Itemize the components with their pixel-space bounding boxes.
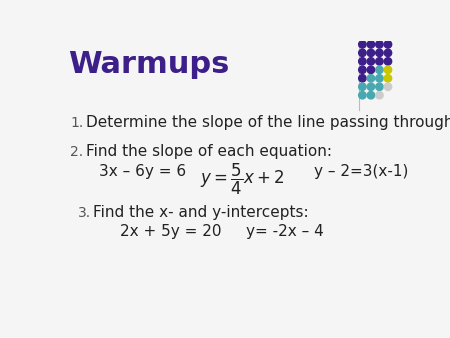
Circle shape (376, 58, 383, 65)
Text: Find the x- and y-intercepts:: Find the x- and y-intercepts: (94, 206, 309, 220)
Circle shape (367, 75, 374, 82)
Circle shape (384, 58, 392, 65)
Circle shape (359, 41, 366, 48)
Circle shape (367, 66, 374, 74)
Circle shape (367, 49, 374, 56)
Circle shape (367, 41, 374, 48)
Circle shape (384, 49, 392, 56)
Text: 1.: 1. (70, 116, 83, 130)
Text: 3x – 6y = 6: 3x – 6y = 6 (99, 164, 186, 179)
Circle shape (376, 92, 383, 99)
Circle shape (376, 83, 383, 91)
Circle shape (359, 92, 366, 99)
Circle shape (384, 66, 392, 74)
Text: 2.: 2. (70, 145, 83, 159)
Circle shape (367, 83, 374, 91)
Text: 2x + 5y = 20: 2x + 5y = 20 (120, 224, 221, 239)
Circle shape (384, 41, 392, 48)
Text: Find the slope of each equation:: Find the slope of each equation: (86, 144, 332, 159)
Text: Warmups: Warmups (68, 50, 229, 79)
Circle shape (359, 66, 366, 74)
Circle shape (376, 75, 383, 82)
Circle shape (376, 66, 383, 74)
Text: Determine the slope of the line passing through: (2,7) (4,-5): Determine the slope of the line passing … (86, 115, 450, 130)
Circle shape (376, 49, 383, 56)
Text: $y = \dfrac{5}{4}x + 2$: $y = \dfrac{5}{4}x + 2$ (200, 162, 284, 197)
Text: y – 2=3(x-1): y – 2=3(x-1) (314, 164, 408, 179)
Text: y= -2x – 4: y= -2x – 4 (246, 224, 324, 239)
Text: 3.: 3. (78, 206, 91, 220)
Circle shape (384, 83, 392, 91)
Circle shape (359, 49, 366, 56)
Circle shape (376, 41, 383, 48)
Circle shape (367, 92, 374, 99)
Circle shape (384, 75, 392, 82)
Circle shape (359, 75, 366, 82)
Circle shape (359, 58, 366, 65)
Circle shape (367, 58, 374, 65)
Circle shape (359, 83, 366, 91)
